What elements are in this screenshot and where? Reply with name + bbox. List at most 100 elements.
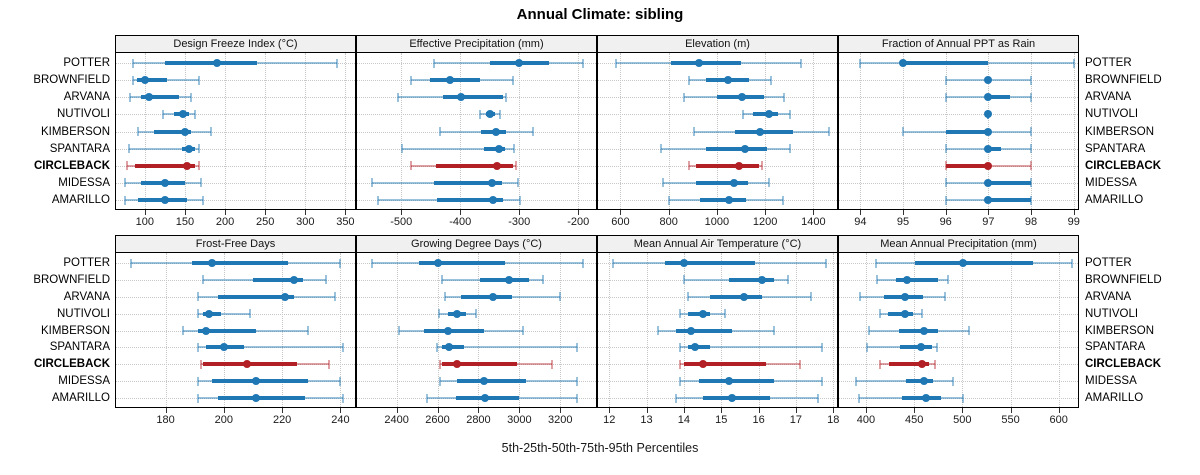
site-label-left-arvana: ARVANA (63, 290, 110, 303)
cap-5th (440, 275, 443, 285)
box-25-75 (419, 261, 505, 265)
box-25-75 (483, 146, 505, 151)
cap-5th (397, 326, 400, 335)
x-tick-mark (460, 210, 462, 215)
cap-95th (194, 109, 197, 119)
x-tick-label: 800 (659, 216, 678, 228)
cap-5th (656, 326, 659, 335)
box-25-75 (436, 198, 503, 202)
cap-95th (1030, 92, 1033, 102)
v-gridline (345, 53, 347, 209)
box-25-75 (903, 61, 989, 65)
x-tick-mark (609, 408, 611, 413)
box-25-75 (441, 362, 518, 367)
box-25-75 (136, 78, 167, 83)
x-tick-mark (721, 408, 723, 413)
x-tick-label: 2400 (384, 414, 409, 426)
site-label-right-nutivoli: NUTIVOLI (1085, 307, 1139, 320)
cap-95th (936, 342, 939, 352)
cap-5th (742, 109, 745, 119)
site-label-left-nutivoli: NUTIVOLI (56, 307, 110, 320)
site-label-right-circleback: CIRCLEBACK (1085, 358, 1162, 371)
median-dot (160, 196, 169, 204)
cap-5th (426, 393, 429, 403)
site-label-left-brownfield: BROWNFIELD (33, 74, 110, 87)
site-label-left-circleback: CIRCLEBACK (33, 159, 110, 172)
cap-95th (201, 195, 204, 205)
site-label-right-amarillo: AMARILLO (1085, 194, 1144, 206)
cap-95th (505, 92, 508, 102)
cap-5th (874, 258, 877, 268)
cap-5th (410, 161, 413, 171)
cap-95th (522, 326, 525, 335)
cap-95th (519, 195, 522, 205)
whisker-5-95 (128, 147, 200, 150)
cap-95th (951, 376, 954, 386)
x-tick-label: 200 (215, 216, 235, 228)
cap-95th (200, 178, 202, 188)
cap-5th (443, 292, 446, 302)
site-label-right-midessa: MIDESSA (1085, 375, 1137, 388)
v-gridline (578, 53, 580, 209)
v-gridline (620, 53, 622, 209)
v-gridline (1031, 53, 1033, 209)
x-tick-label: 12 (603, 414, 616, 426)
h-gridline (839, 114, 1078, 116)
x-tick-label: 17 (789, 414, 803, 426)
h-gridline (357, 279, 596, 281)
v-gridline (609, 253, 611, 407)
v-gridline (519, 53, 521, 209)
h-gridline (357, 131, 596, 133)
v-gridline (1073, 53, 1075, 209)
cap-95th (772, 326, 775, 335)
cap-5th (437, 309, 440, 319)
cap-95th (333, 292, 336, 302)
box-25-75 (135, 163, 195, 168)
x-tick-mark (223, 408, 225, 413)
cap-95th (789, 144, 792, 154)
h-gridline (839, 182, 1078, 184)
axis-caption: 5th-25th-50th-75th-95th Percentiles (501, 441, 699, 455)
median-dot (480, 394, 489, 402)
x-tick-label: 220 (272, 414, 292, 426)
box-25-75 (895, 277, 939, 282)
box-25-75 (988, 180, 1032, 185)
median-dot (180, 127, 189, 136)
cap-95th (944, 292, 946, 302)
cap-95th (249, 309, 252, 319)
median-dot (179, 110, 188, 119)
median-dot (488, 196, 497, 204)
x-tick-label: 15 (715, 414, 728, 426)
x-tick-label: -400 (449, 216, 472, 228)
cap-5th (196, 393, 199, 403)
cap-95th (575, 393, 578, 403)
median-dot (916, 343, 925, 352)
h-gridline (357, 148, 596, 150)
x-tick-mark (282, 408, 284, 413)
cap-5th (182, 326, 185, 335)
median-dot (457, 93, 466, 102)
cap-5th (944, 92, 947, 102)
site-label-right-circleback: CIRCLEBACK (1085, 159, 1162, 172)
cap-5th (865, 342, 868, 352)
x-tick-mark (478, 408, 480, 413)
box-25-75 (901, 396, 942, 400)
box-25-75 (988, 198, 1032, 202)
cap-95th (787, 275, 790, 285)
cap-5th (199, 359, 202, 369)
box-25-75 (436, 163, 514, 168)
cap-95th (968, 326, 971, 335)
strip-header-mean-annual-air-temperature-c: Mean Annual Air Temperature (°C) (597, 235, 838, 253)
h-gridline (839, 296, 1078, 298)
v-gridline (460, 53, 462, 209)
cap-95th (817, 393, 820, 403)
cap-95th (783, 92, 786, 102)
x-tick-mark (1010, 408, 1012, 413)
v-gridline (860, 53, 862, 209)
cap-5th (688, 75, 691, 85)
cap-5th (438, 127, 441, 136)
cap-5th (902, 127, 905, 136)
x-tick-mark (1031, 210, 1033, 215)
cap-5th (875, 275, 878, 285)
x-tick-mark (988, 210, 990, 215)
